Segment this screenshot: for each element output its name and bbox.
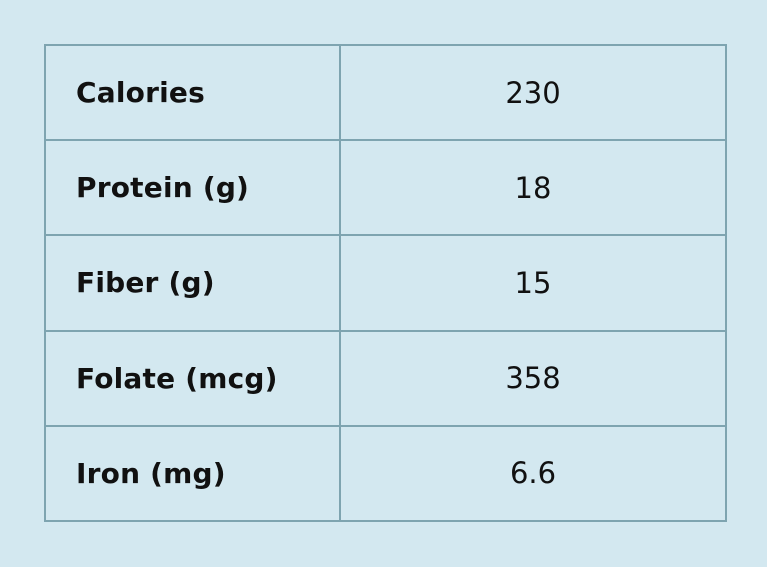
nutrient-value: 18 bbox=[339, 139, 727, 237]
nutrient-label: Protein (g) bbox=[44, 139, 341, 237]
nutrient-value: 6.6 bbox=[339, 424, 727, 523]
nutrient-value: 230 bbox=[339, 43, 727, 142]
table-row: Iron (mg) 6.6 bbox=[44, 424, 727, 523]
nutrition-table: Calories 230 Protein (g) 18 Fiber (g) 15… bbox=[44, 43, 727, 523]
nutrient-label: Folate (mcg) bbox=[44, 329, 341, 427]
table-row: Calories 230 bbox=[44, 43, 727, 142]
nutrient-value: 15 bbox=[339, 234, 727, 332]
table-row: Fiber (g) 15 bbox=[44, 234, 727, 332]
nutrient-label: Calories bbox=[44, 43, 341, 142]
nutrient-value: 358 bbox=[339, 329, 727, 427]
nutrient-label: Iron (mg) bbox=[44, 424, 341, 523]
table-row: Folate (mcg) 358 bbox=[44, 329, 727, 427]
table-row: Protein (g) 18 bbox=[44, 139, 727, 237]
nutrient-label: Fiber (g) bbox=[44, 234, 341, 332]
